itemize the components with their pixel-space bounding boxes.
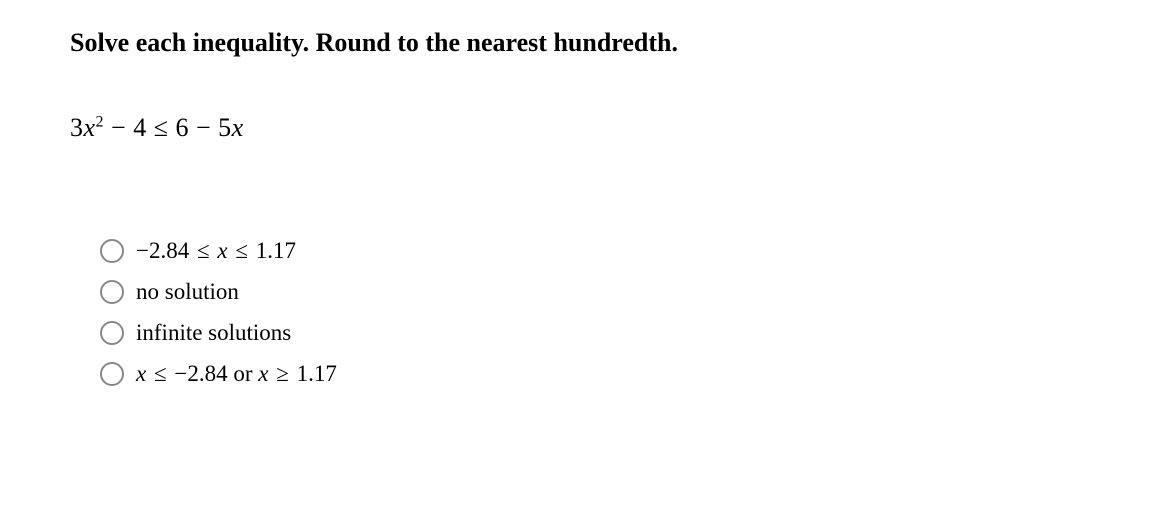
option-row[interactable]: −2.84 ≤ x ≤ 1.17 <box>100 238 1100 264</box>
instruction-text: Solve each inequality. Round to the near… <box>70 28 1100 58</box>
radio-icon[interactable] <box>100 362 124 386</box>
option-label: −2.84 ≤ x ≤ 1.17 <box>136 238 296 264</box>
option-row[interactable]: infinite solutions <box>100 320 1100 346</box>
option-label: no solution <box>136 279 239 305</box>
radio-icon[interactable] <box>100 280 124 304</box>
option-row[interactable]: no solution <box>100 279 1100 305</box>
radio-icon[interactable] <box>100 239 124 263</box>
question-container: Solve each inequality. Round to the near… <box>0 0 1170 430</box>
option-label: x ≤ −2.84 or x ≥ 1.17 <box>136 361 337 387</box>
options-group: −2.84 ≤ x ≤ 1.17 no solution infinite so… <box>70 238 1100 387</box>
radio-icon[interactable] <box>100 321 124 345</box>
option-row[interactable]: x ≤ −2.84 or x ≥ 1.17 <box>100 361 1100 387</box>
inequality-equation: 3x2 − 4 ≤ 6 − 5x <box>70 113 1100 143</box>
option-label: infinite solutions <box>136 320 291 346</box>
